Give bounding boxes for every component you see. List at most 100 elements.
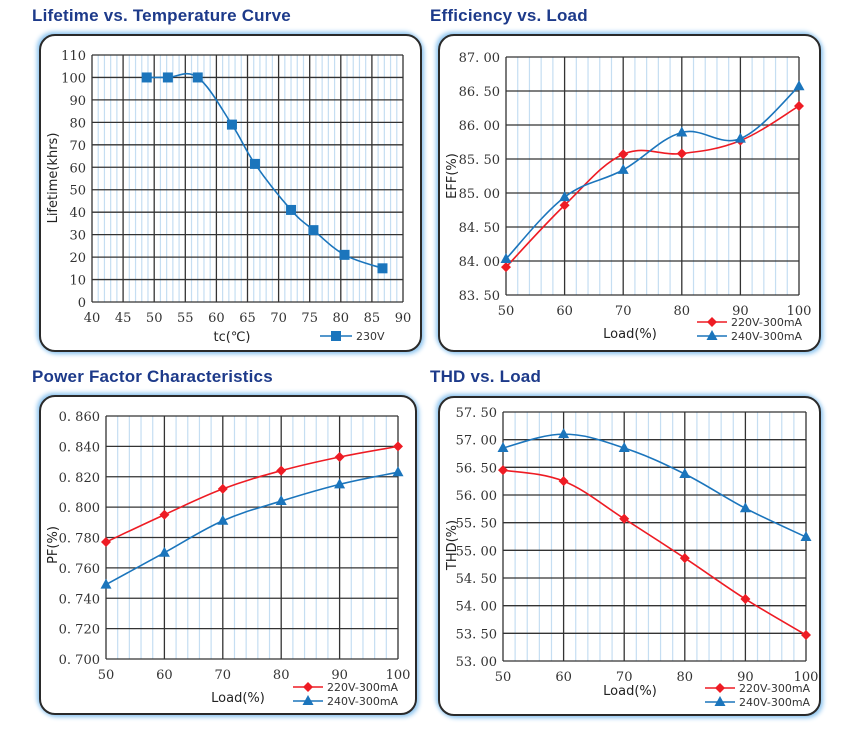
y-tick-label: 0. 720 [59,623,100,638]
y-tick-label: 0. 800 [59,501,100,516]
y-tick-label: 0. 740 [59,592,100,607]
x-tick-label: 70 [215,668,232,683]
data-point [100,578,112,589]
data-point [101,537,111,548]
data-point [676,126,688,137]
legend-label: 220V-300mA [327,681,399,694]
x-tick-label: 60 [208,311,225,326]
data-point [275,495,287,506]
legend-label: 240V-300mA [731,330,803,343]
chart-frame-lifetime [39,34,422,352]
data-point [498,465,508,476]
x-tick-label: 80 [674,304,691,319]
y-tick-label: 53. 00 [456,655,497,670]
y-tick-label: 54. 50 [456,572,497,587]
data-point [679,467,691,478]
x-tick-label: 70 [270,311,287,326]
y-tick-label: 86. 00 [459,119,500,134]
chart-efficiency: 50 60 70 80 90 100 83. 50 84. 00 84. 50 85. 00 85.… [445,51,811,343]
data-point [676,148,687,159]
legend-marker [707,317,717,327]
data-point [558,428,570,439]
x-tick-label: 100 [386,668,411,683]
x-tick-label: 75 [301,311,318,326]
x-tick-label: 100 [794,670,819,685]
legend-marker [303,682,313,692]
data-point [276,465,287,476]
x-tick-label: 55 [177,311,194,326]
y-tick-label: 80 [69,116,86,131]
chart-frame-powerfactor [39,395,417,715]
data-point [334,452,345,463]
x-axis-label: Load(%) [211,691,265,706]
y-tick-label: 0. 820 [59,471,100,486]
y-tick-label: 85. 50 [459,153,500,168]
y-tick-label: 20 [69,251,86,266]
chart-lifetime: 40 45 50 55 60 65 70 75 80 85 90 0 10 20 30 40 50 60 70 80 9… [46,49,411,345]
chart-powerfactor: 50 60 70 80 90 100 0. 700 0. 720 0. 740 0. 760 0. … [46,410,410,708]
y-tick-label: 0. 760 [59,562,100,577]
y-tick-label: 0. 860 [59,410,100,425]
x-tick-label: 80 [677,670,694,685]
legend-label: 220V-300mA [739,682,811,695]
data-point [618,149,629,160]
data-point [392,466,404,477]
data-point [377,263,388,274]
data-point [559,191,571,202]
x-tick-label: 50 [498,304,515,319]
x-tick-label: 90 [737,670,754,685]
data-point [226,119,237,130]
y-tick-label: 0 [78,296,86,311]
y-tick-label: 10 [69,274,86,289]
x-tick-label: 90 [395,311,412,326]
data-point [393,441,403,452]
legend-marker [331,331,341,341]
data-point [618,441,630,452]
x-tick-label: 80 [273,668,290,683]
x-tick-label: 70 [615,304,632,319]
x-axis-label: Load(%) [603,327,657,342]
x-tick-label: 80 [333,311,350,326]
data-point [617,163,629,174]
y-tick-label: 57. 00 [456,434,497,449]
data-point [619,513,630,524]
legend-label: 240V-300mA [739,696,811,709]
y-tick-label: 0. 780 [59,532,100,547]
x-axis-label: tc(℃) [214,330,251,345]
x-tick-label: 90 [331,668,348,683]
data-point [217,483,228,494]
data-point [286,204,297,215]
series-line-240V-300mA [502,433,807,538]
data-point [158,546,170,557]
data-point [740,594,751,605]
data-point [739,502,751,513]
x-tick-label: 60 [156,668,173,683]
x-tick-label: 60 [555,670,572,685]
y-tick-label: 100 [61,71,86,86]
chart-title-powerfactor: Power Factor Characteristics [32,367,273,386]
y-tick-label: 87. 00 [459,51,500,66]
data-point [217,514,229,525]
legend-marker [302,695,314,705]
legend-label: 230V [356,330,385,343]
x-tick-label: 45 [115,311,132,326]
chart-title-thd: THD vs. Load [430,367,542,386]
y-tick-label: 56. 00 [456,489,497,504]
y-tick-label: 0. 840 [59,440,100,455]
series-line-220V-300mA [505,105,800,268]
y-tick-label: 56. 50 [456,461,497,476]
data-point [800,531,812,542]
x-tick-label: 40 [84,311,101,326]
data-point [679,553,690,564]
y-tick-label: 57. 50 [456,406,497,421]
y-tick-label: 86. 50 [459,85,500,100]
data-point [308,225,319,236]
data-point [162,72,173,83]
y-tick-label: 55. 00 [456,544,497,559]
x-tick-label: 50 [495,670,512,685]
x-tick-label: 50 [98,668,115,683]
y-tick-label: 50 [69,184,86,199]
data-point [500,252,512,263]
data-point [801,629,811,640]
